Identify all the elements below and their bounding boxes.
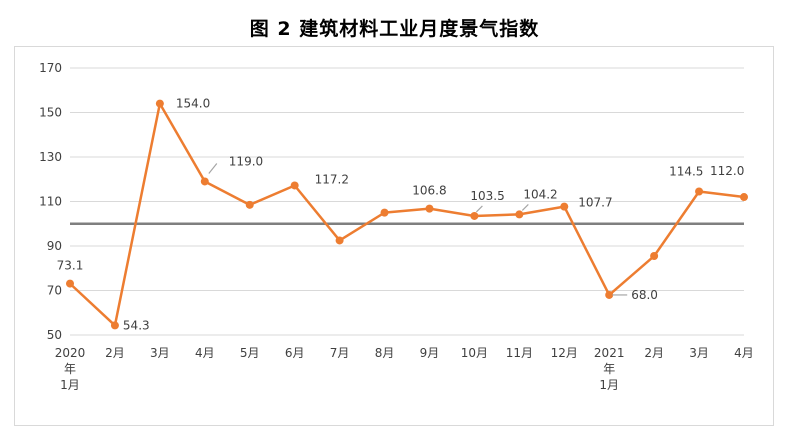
x-tick-label: 12月 xyxy=(551,346,578,360)
data-label: 119.0 xyxy=(229,154,263,168)
x-tick-label: 6月 xyxy=(285,346,305,360)
data-label: 104.2 xyxy=(523,187,557,201)
y-tick-label: 70 xyxy=(47,284,62,298)
x-tick-label: 年 xyxy=(603,362,615,376)
label-leader-line xyxy=(208,163,218,174)
data-label: 107.7 xyxy=(578,196,612,210)
data-point xyxy=(605,290,614,299)
x-tick-label: 1月 xyxy=(60,378,80,392)
y-tick-label: 150 xyxy=(39,106,62,120)
x-tick-label: 1月 xyxy=(599,378,619,392)
data-point xyxy=(425,204,434,213)
x-tick-label: 2月 xyxy=(105,346,125,360)
data-point xyxy=(650,252,659,261)
x-tick-label: 2月 xyxy=(644,346,664,360)
data-point xyxy=(695,187,704,196)
data-point xyxy=(155,99,164,108)
x-tick-label: 4月 xyxy=(734,346,754,360)
x-tick-label: 11月 xyxy=(506,346,533,360)
data-label: 68.0 xyxy=(631,288,658,302)
data-label: 54.3 xyxy=(123,318,150,332)
x-tick-label: 4月 xyxy=(195,346,215,360)
data-point xyxy=(200,177,209,186)
data-point xyxy=(66,279,74,288)
x-tick-label: 3月 xyxy=(689,346,709,360)
data-point xyxy=(290,181,299,190)
x-tick-label: 年 xyxy=(64,362,76,376)
chart-title: 图 2 建筑材料工业月度景气指数 xyxy=(249,18,540,40)
data-point xyxy=(335,236,344,245)
label-leader-line xyxy=(475,205,483,213)
x-tick-label: 2020 xyxy=(55,346,86,360)
data-label: 103.5 xyxy=(470,189,504,203)
x-tick-label: 5月 xyxy=(240,346,260,360)
x-tick-label: 10月 xyxy=(461,346,488,360)
x-tick-label: 2021 xyxy=(594,346,625,360)
y-tick-label: 90 xyxy=(47,239,62,253)
x-tick-label: 8月 xyxy=(375,346,395,360)
data-point xyxy=(560,202,569,211)
data-label: 114.5 xyxy=(669,164,703,178)
x-tick-label: 9月 xyxy=(420,346,440,360)
y-tick-label: 110 xyxy=(39,195,62,209)
y-tick-label: 170 xyxy=(39,61,62,75)
data-label: 73.1 xyxy=(57,259,84,273)
x-tick-label: 7月 xyxy=(330,346,350,360)
data-point xyxy=(515,210,524,219)
data-point xyxy=(470,211,479,220)
data-point xyxy=(110,321,119,330)
data-label: 117.2 xyxy=(315,172,349,186)
data-label: 154.0 xyxy=(176,97,210,111)
chart-frame xyxy=(14,46,774,426)
data-point xyxy=(380,208,389,217)
label-leader-line xyxy=(521,203,529,211)
data-point xyxy=(740,193,748,202)
data-label: 106.8 xyxy=(412,184,446,198)
x-tick-label: 3月 xyxy=(150,346,170,360)
data-label: 112.0 xyxy=(710,164,744,178)
data-point xyxy=(245,200,254,209)
series-line xyxy=(69,102,745,327)
y-tick-label: 50 xyxy=(47,328,62,342)
y-tick-label: 130 xyxy=(39,150,62,164)
